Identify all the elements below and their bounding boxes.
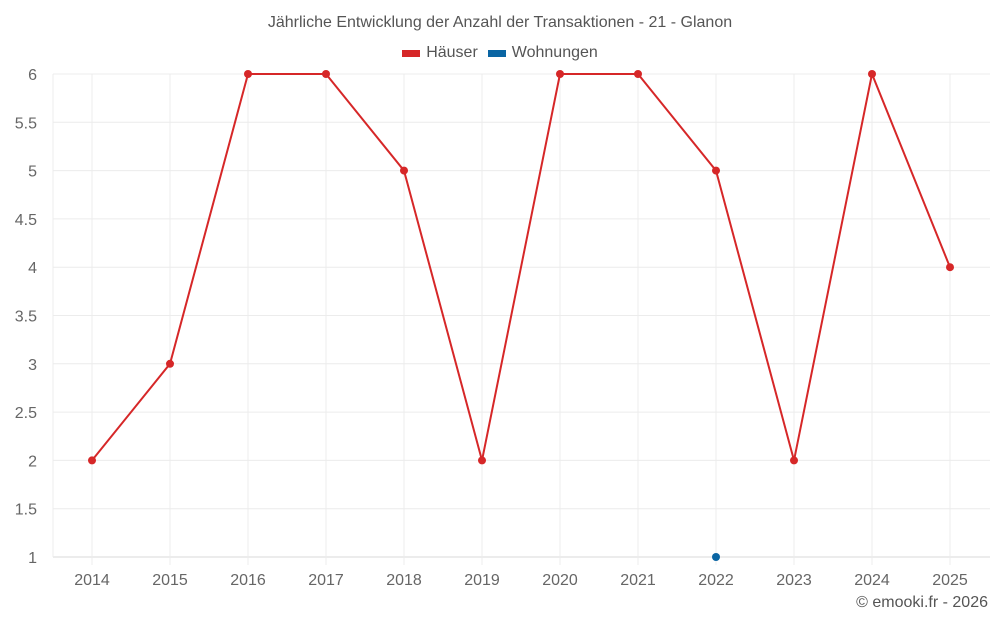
y-tick-label: 5 [28,164,37,181]
data-point[interactable] [322,70,330,78]
data-point[interactable] [478,456,486,465]
data-point[interactable] [166,359,174,368]
x-tick-label: 2015 [152,572,188,589]
legend-swatch-wohnungen [487,49,506,57]
x-tick-label: 2019 [464,572,500,589]
chart-title: Jährliche Entwicklung der Anzahl der Tra… [267,14,733,31]
x-tick-label: 2017 [308,572,344,589]
x-tick-label: 2024 [854,572,890,589]
y-tick-label: 3.5 [15,309,37,326]
legend-label: Häuser [426,44,478,61]
x-tick-label: 2014 [74,572,110,589]
x-tick-label: 2021 [620,572,656,589]
x-tick-label: 2023 [776,572,812,589]
y-tick-label: 1.5 [15,502,37,519]
data-point[interactable] [790,456,798,465]
data-point[interactable] [244,70,252,78]
data-point[interactable] [556,70,564,78]
x-tick-label: 2020 [542,572,578,589]
y-tick-label: 2.5 [15,405,37,422]
series-line-huser [91,70,951,462]
y-tick-label: 6 [28,67,37,84]
data-point[interactable] [634,70,642,78]
data-point[interactable] [868,70,876,78]
legend-label: Wohnungen [511,44,598,61]
y-tick-label: 2 [28,453,37,470]
data-point[interactable] [712,553,720,561]
data-point[interactable] [712,166,720,175]
x-tick-label: 2016 [230,572,266,589]
credit: © emooki.fr - 2026 [856,594,988,611]
y-tick-label: 4.5 [15,212,37,229]
y-tick-label: 4 [28,260,37,277]
legend-swatch-haeuser [402,49,421,57]
legend-item-haeuser[interactable]: Häuser [402,44,478,62]
x-tick-label: 2022 [698,572,734,589]
data-point[interactable] [400,166,408,175]
data-point[interactable] [946,263,954,272]
y-tick-label: 3 [28,357,37,374]
legend: Häuser Wohnungen [0,44,1000,62]
data-point[interactable] [88,456,96,465]
y-tick-label: 1 [28,550,37,567]
x-tick-label: 2018 [386,572,422,589]
x-tick-label: 2025 [932,572,968,589]
y-tick-label: 5.5 [15,115,37,132]
legend-item-wohnungen[interactable]: Wohnungen [487,44,598,62]
